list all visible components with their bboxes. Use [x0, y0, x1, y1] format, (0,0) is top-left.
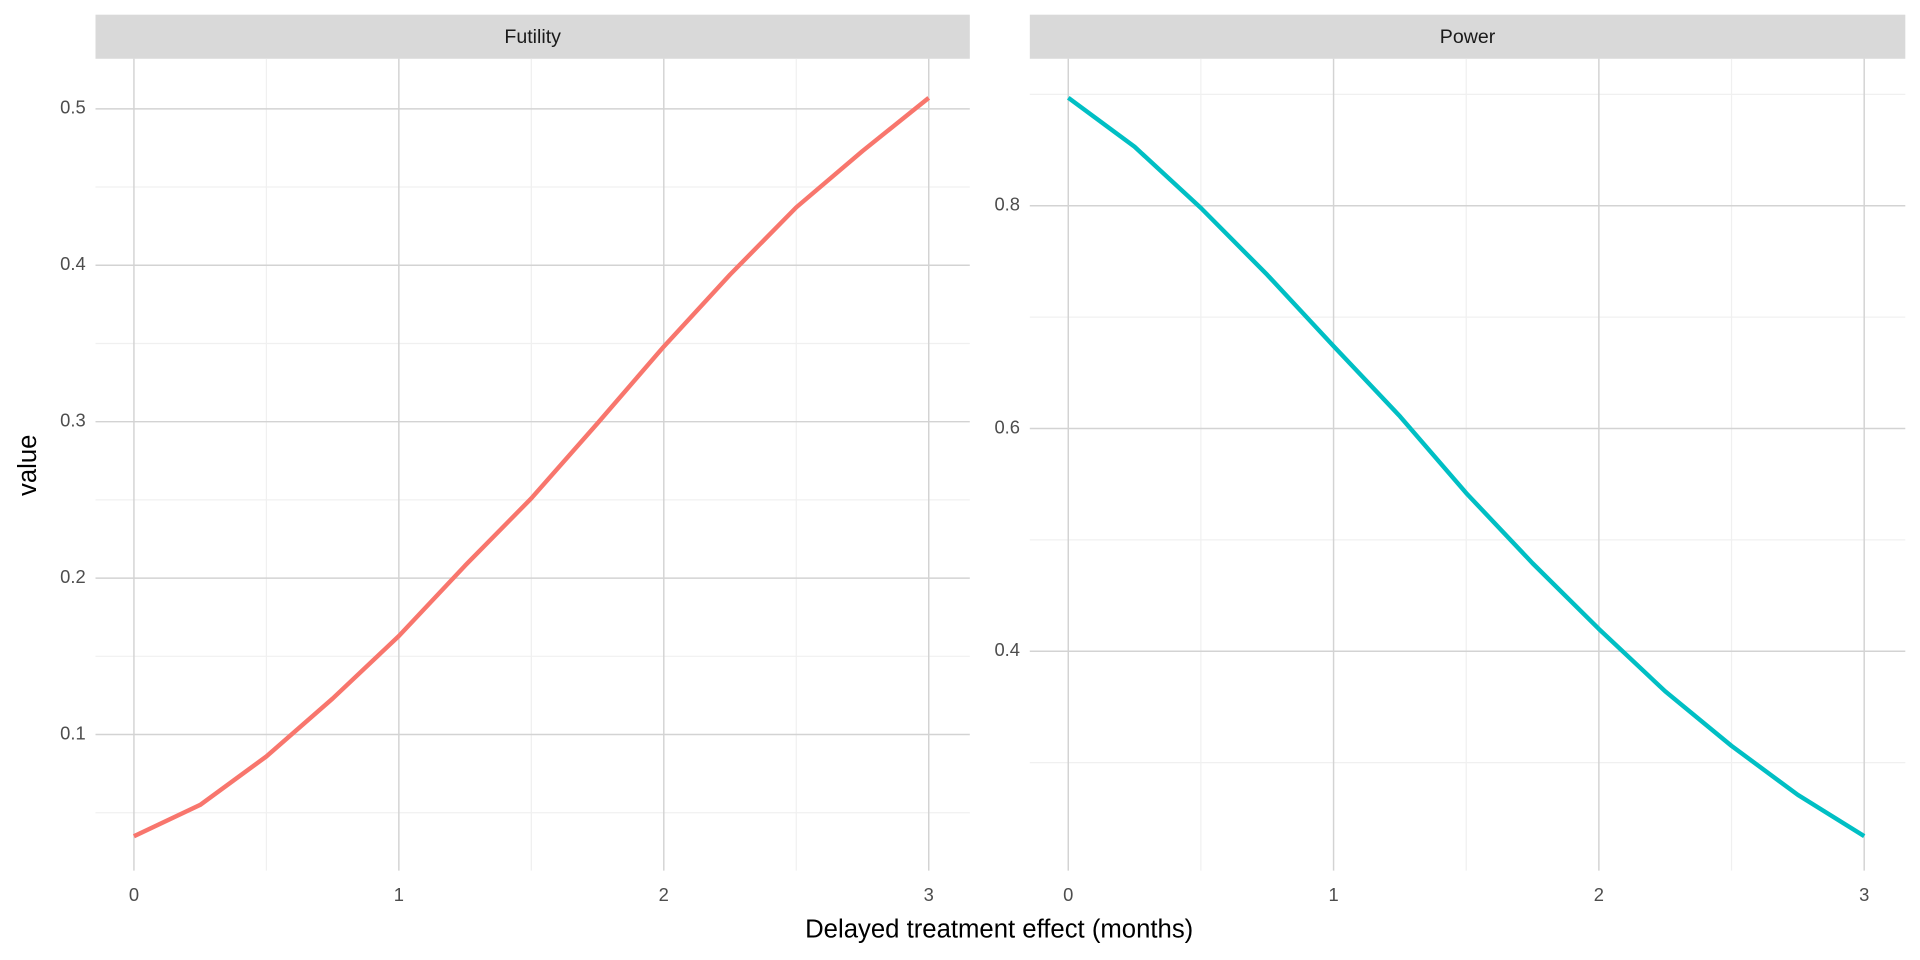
y-axis-title: value	[14, 435, 42, 496]
y-tick-label: 0.3	[60, 410, 86, 431]
line	[1066, 95, 1866, 838]
strip	[95, 14, 970, 59]
x-tick-label: 3	[924, 884, 934, 905]
y-tick-label: 0.2	[60, 566, 86, 587]
x-tick-label: 2	[659, 884, 669, 905]
x-tick-label: 1	[394, 884, 404, 905]
x-axis-title: Delayed treatment effect (months)	[805, 915, 1193, 943]
x-tick-label: 0	[1063, 884, 1073, 905]
x-tick-label: 0	[129, 884, 139, 905]
y-tick-label: 0.8	[994, 194, 1020, 215]
y-tick-label: 0.5	[60, 97, 86, 118]
y-tick-label: 0.6	[994, 416, 1020, 437]
strip-label: Futility	[504, 26, 561, 48]
x-tick-label: 2	[1594, 884, 1604, 905]
x-tick-label: 3	[1859, 884, 1869, 905]
x-tick-label: 1	[1328, 884, 1338, 905]
y-tick-label: 0.4	[60, 253, 86, 274]
y-tick-label: 0.1	[60, 722, 86, 743]
strip-label: Power	[1440, 26, 1496, 48]
y-tick-label: 0.4	[994, 639, 1020, 660]
strip	[1029, 14, 1906, 59]
line	[132, 96, 931, 839]
